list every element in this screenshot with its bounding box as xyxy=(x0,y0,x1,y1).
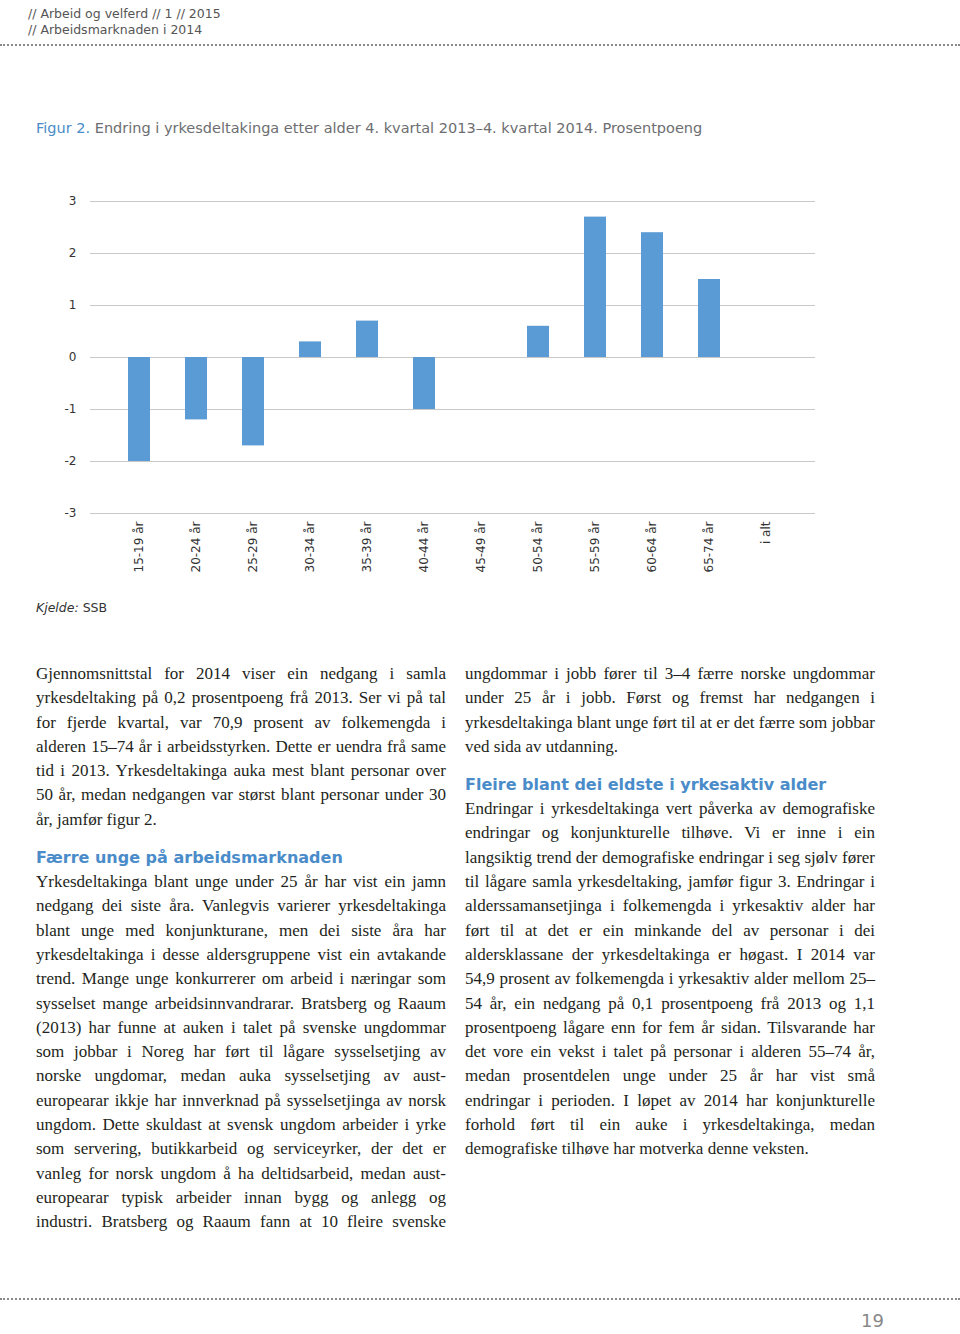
svg-text:i alt: i alt xyxy=(759,521,773,544)
svg-text:60-64 år: 60-64 år xyxy=(645,521,659,572)
svg-text:50-54 år: 50-54 år xyxy=(531,521,545,572)
svg-text:0: 0 xyxy=(69,350,77,364)
svg-text:15-19 år: 15-19 år xyxy=(132,521,146,572)
svg-text:35-39 år: 35-39 år xyxy=(360,521,374,572)
svg-text:45-49 år: 45-49 år xyxy=(474,521,488,572)
svg-text:20-24 år: 20-24 år xyxy=(189,521,203,572)
svg-text:65-74 år: 65-74 år xyxy=(702,521,716,572)
html-text:19: 19 xyxy=(861,1310,884,1331)
svg-text:-2: -2 xyxy=(65,454,77,468)
svg-text:3: 3 xyxy=(69,194,77,208)
html-text:// Arbeid og velferd // 1 // 2: // Arbeid og velferd // 1 // 2015 xyxy=(28,6,221,21)
svg-text:1: 1 xyxy=(69,298,77,312)
svg-text:-1: -1 xyxy=(65,402,77,416)
html-text:Kjelde: SSB: Kjelde: SSB xyxy=(36,600,108,615)
svg-text:40-44 år: 40-44 år xyxy=(417,521,431,572)
html-text:Endringar i yrkesdeltakinga ve: Endringar i yrkesdeltakinga vert påverka… xyxy=(465,799,875,1159)
html-text:// Arbeidsmarknaden i 2014: // Arbeidsmarknaden i 2014 xyxy=(28,22,203,37)
html-text:Fleire blant dei eldste i yrke: Fleire blant dei eldste i yrkesaktiv ald… xyxy=(465,775,827,795)
html-text:Yrkesdeltakinga blant unge und: Yrkesdeltakinga blant unge under 25 år h… xyxy=(36,872,446,1232)
html-text:Gjennomsnittstal for 2014 vise: Gjennomsnittstal for 2014 viser ein nedg… xyxy=(36,664,446,829)
html-text:ungdommar i jobb fører til 3–4: ungdommar i jobb fører til 3–4 færre nor… xyxy=(465,664,875,756)
svg-text:2: 2 xyxy=(69,246,77,260)
svg-text:25-29 år: 25-29 år xyxy=(246,521,260,572)
svg-text:55-59 år: 55-59 år xyxy=(588,521,602,572)
html-text:Figur 2. Endring i yrkesdeltak: Figur 2. Endring i yrkesdeltakinga etter… xyxy=(36,120,703,136)
svg-text:30-34 år: 30-34 år xyxy=(303,521,317,572)
html-text:Færre unge på arbeidsmarknaden: Færre unge på arbeidsmarknaden xyxy=(36,848,343,868)
svg-text:-3: -3 xyxy=(65,506,77,520)
